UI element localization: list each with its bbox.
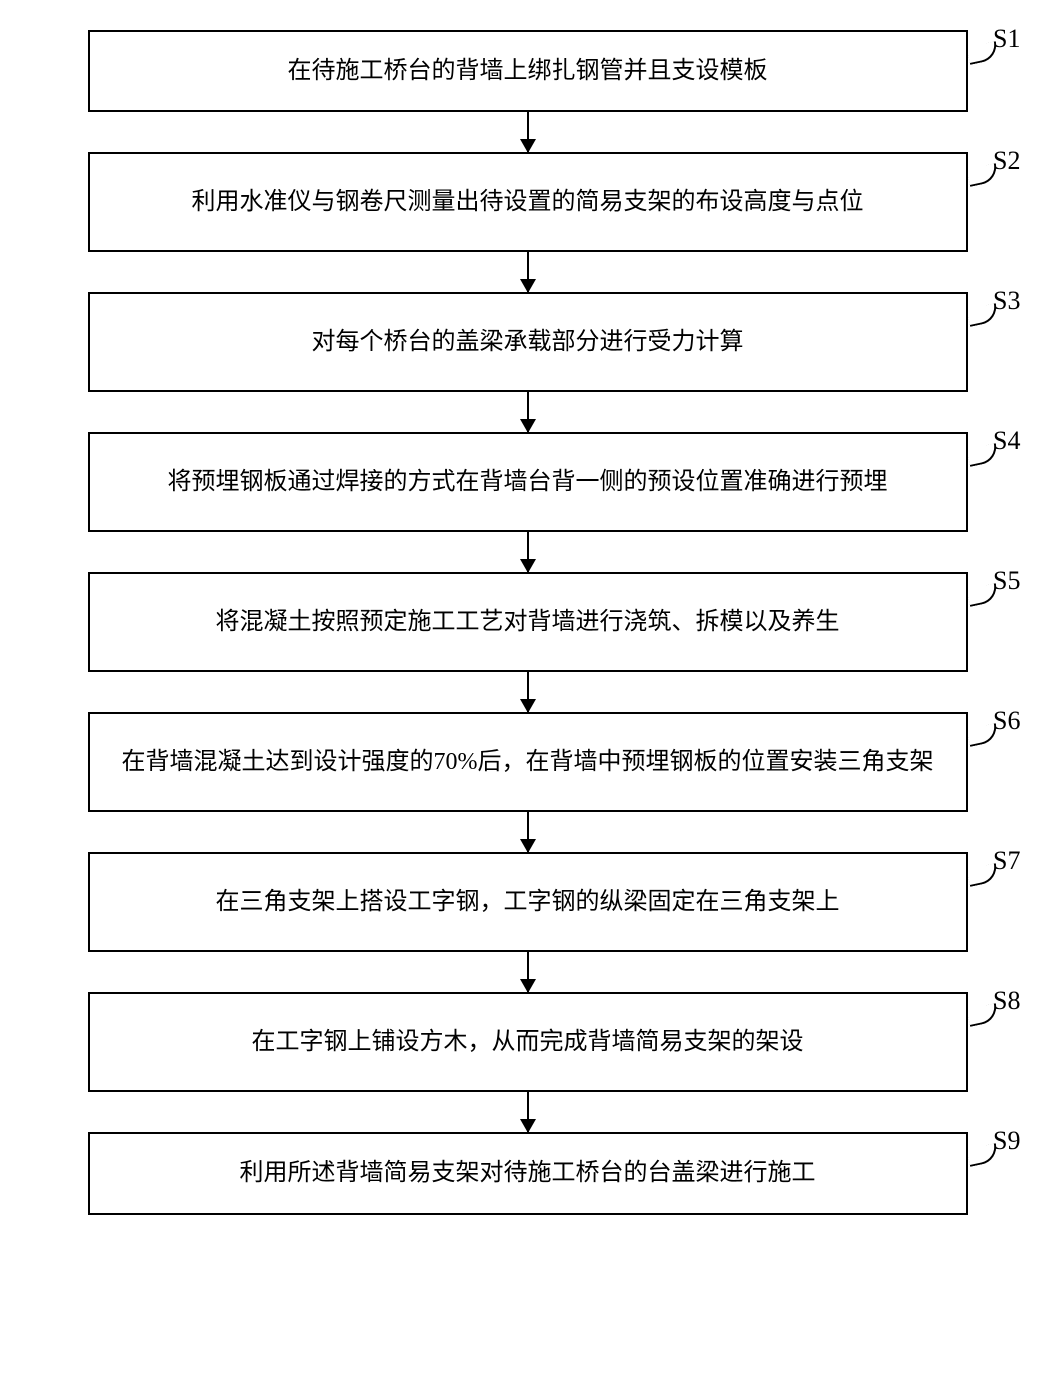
step-container-s3: 对每个桥台的盖梁承载部分进行受力计算 S3	[60, 292, 995, 432]
step-label-s1: S1	[993, 24, 1020, 54]
step-text-s1: 在待施工桥台的背墙上绑扎钢管并且支设模板	[288, 52, 768, 90]
flowchart-container: 在待施工桥台的背墙上绑扎钢管并且支设模板 S1 利用水准仪与钢卷尺测量出待设置的…	[60, 30, 995, 1215]
step-container-s5: 将混凝土按照预定施工工艺对背墙进行浇筑、拆模以及养生 S5	[60, 572, 995, 712]
step-container-s8: 在工字钢上铺设方木，从而完成背墙简易支架的架设 S8	[60, 992, 995, 1132]
step-text-s5: 将混凝土按照预定施工工艺对背墙进行浇筑、拆模以及养生	[216, 603, 840, 641]
step-label-s6: S6	[993, 706, 1020, 736]
step-box-s7: 在三角支架上搭设工字钢，工字钢的纵梁固定在三角支架上 S7	[88, 852, 968, 952]
arrow-s6-s7	[527, 812, 529, 852]
step-container-s2: 利用水准仪与钢卷尺测量出待设置的简易支架的布设高度与点位 S2	[60, 152, 995, 292]
step-box-s4: 将预埋钢板通过焊接的方式在背墙台背一侧的预设位置准确进行预埋 S4	[88, 432, 968, 532]
step-text-s4: 将预埋钢板通过焊接的方式在背墙台背一侧的预设位置准确进行预埋	[168, 463, 888, 501]
arrow-s3-s4	[527, 392, 529, 432]
step-label-s2: S2	[993, 146, 1020, 176]
step-label-s4: S4	[993, 426, 1020, 456]
step-text-s8: 在工字钢上铺设方木，从而完成背墙简易支架的架设	[252, 1023, 804, 1061]
arrow-s2-s3	[527, 252, 529, 292]
step-label-s8: S8	[993, 986, 1020, 1016]
step-text-s7: 在三角支架上搭设工字钢，工字钢的纵梁固定在三角支架上	[216, 883, 840, 921]
step-label-s9: S9	[993, 1126, 1020, 1156]
step-label-s3: S3	[993, 286, 1020, 316]
step-container-s9: 利用所述背墙简易支架对待施工桥台的台盖梁进行施工 S9	[60, 1132, 995, 1214]
step-box-s8: 在工字钢上铺设方木，从而完成背墙简易支架的架设 S8	[88, 992, 968, 1092]
step-text-s2: 利用水准仪与钢卷尺测量出待设置的简易支架的布设高度与点位	[192, 183, 864, 221]
arrow-s4-s5	[527, 532, 529, 572]
step-text-s6: 在背墙混凝土达到设计强度的70%后，在背墙中预埋钢板的位置安装三角支架	[122, 743, 934, 781]
step-text-s9: 利用所述背墙简易支架对待施工桥台的台盖梁进行施工	[240, 1154, 816, 1192]
arrow-s7-s8	[527, 952, 529, 992]
step-box-s5: 将混凝土按照预定施工工艺对背墙进行浇筑、拆模以及养生 S5	[88, 572, 968, 672]
step-text-s3: 对每个桥台的盖梁承载部分进行受力计算	[312, 323, 744, 361]
arrow-s1-s2	[527, 112, 529, 152]
step-container-s1: 在待施工桥台的背墙上绑扎钢管并且支设模板 S1	[60, 30, 995, 152]
arrow-s5-s6	[527, 672, 529, 712]
step-label-s7: S7	[993, 846, 1020, 876]
step-box-s3: 对每个桥台的盖梁承载部分进行受力计算 S3	[88, 292, 968, 392]
step-box-s2: 利用水准仪与钢卷尺测量出待设置的简易支架的布设高度与点位 S2	[88, 152, 968, 252]
arrow-s8-s9	[527, 1092, 529, 1132]
step-label-s5: S5	[993, 566, 1020, 596]
step-container-s7: 在三角支架上搭设工字钢，工字钢的纵梁固定在三角支架上 S7	[60, 852, 995, 992]
step-box-s6: 在背墙混凝土达到设计强度的70%后，在背墙中预埋钢板的位置安装三角支架 S6	[88, 712, 968, 812]
step-box-s1: 在待施工桥台的背墙上绑扎钢管并且支设模板 S1	[88, 30, 968, 112]
step-container-s6: 在背墙混凝土达到设计强度的70%后，在背墙中预埋钢板的位置安装三角支架 S6	[60, 712, 995, 852]
step-container-s4: 将预埋钢板通过焊接的方式在背墙台背一侧的预设位置准确进行预埋 S4	[60, 432, 995, 572]
step-box-s9: 利用所述背墙简易支架对待施工桥台的台盖梁进行施工 S9	[88, 1132, 968, 1214]
